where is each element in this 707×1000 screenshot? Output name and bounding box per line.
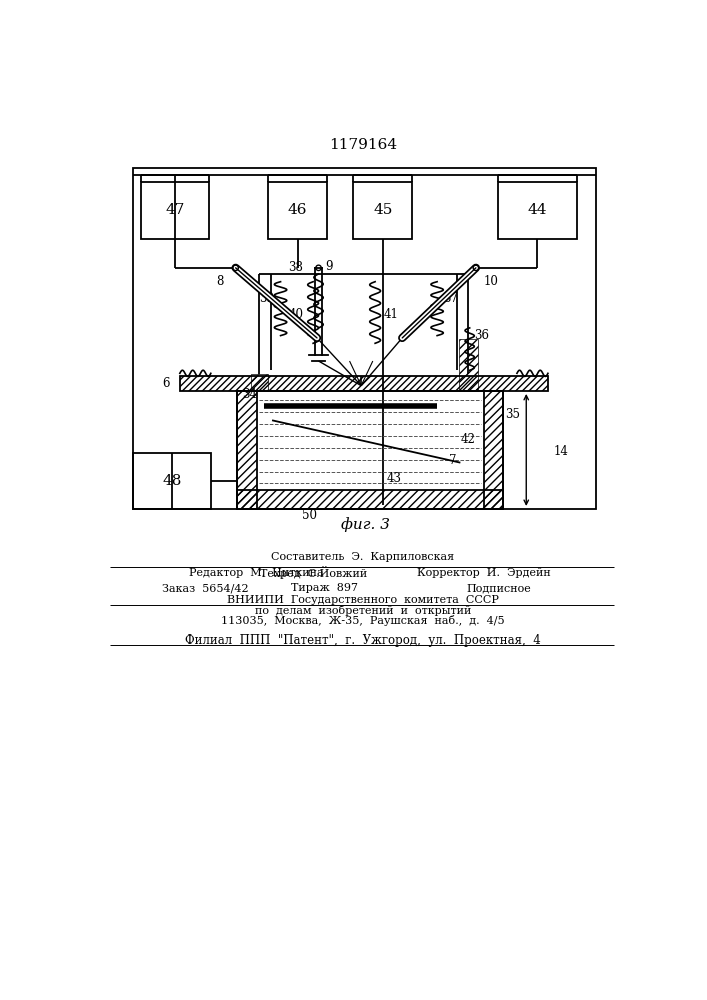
Bar [268,182,327,239]
Bar [237,490,503,509]
Text: 39: 39 [259,292,274,305]
Bar [237,391,503,509]
Text: 41: 41 [383,308,398,321]
Bar [237,391,257,509]
Text: 36: 36 [474,329,489,342]
Text: 47: 47 [165,203,185,217]
Text: Филиал  ППП  "Патент",  г.  Ужгород,  ул.  Проектная,  4: Филиал ППП "Патент", г. Ужгород, ул. Про… [185,634,541,647]
Text: 50: 50 [302,509,317,522]
Text: Корректор  И.  Эрдейн: Корректор И. Эрдейн [416,568,551,578]
Text: по  делам  изобретений  и  открытий: по делам изобретений и открытий [255,605,471,616]
Bar [251,374,268,391]
Text: 1179164: 1179164 [329,138,397,152]
Text: 40: 40 [288,308,303,321]
Text: 46: 46 [288,203,308,217]
Text: 9: 9 [325,260,332,273]
Text: Составитель  Э.  Карпиловская: Составитель Э. Карпиловская [271,552,455,562]
Text: Заказ  5654/42: Заказ 5654/42 [162,583,249,593]
Text: 37: 37 [443,292,458,305]
Text: 6: 6 [162,377,170,390]
Text: Редактор  М.  Циткина: Редактор М. Циткина [189,568,324,578]
Text: 43: 43 [387,472,402,485]
Bar [134,168,596,509]
Text: 113035,  Москва,  Ж-35,  Раушская  наб.,  д.  4/5: 113035, Москва, Ж-35, Раушская наб., д. … [221,615,505,626]
Text: 35: 35 [506,408,520,421]
Bar [484,391,503,509]
Text: Техред  С.Йовжий: Техред С.Йовжий [259,566,367,579]
Bar [180,376,548,391]
Text: 34: 34 [242,388,257,401]
Text: 10: 10 [484,275,499,288]
Text: 38: 38 [288,261,303,274]
Text: ВНИИПИ  Государственного  комитета  СССР: ВНИИПИ Государственного комитета СССР [227,595,498,605]
Text: 8: 8 [216,275,224,288]
Text: 48: 48 [163,474,182,488]
Bar [354,182,412,239]
Text: 44: 44 [527,203,547,217]
Text: фиг. 3: фиг. 3 [341,517,390,532]
Text: 42: 42 [461,433,476,446]
Bar [459,339,478,391]
Bar [134,453,211,509]
Bar [498,182,577,239]
Text: 7: 7 [449,454,457,467]
Text: Подписное: Подписное [467,583,532,593]
Bar [141,182,209,239]
Text: 45: 45 [373,203,392,217]
Text: 14: 14 [554,445,568,458]
Text: Тираж  897: Тираж 897 [291,583,358,593]
